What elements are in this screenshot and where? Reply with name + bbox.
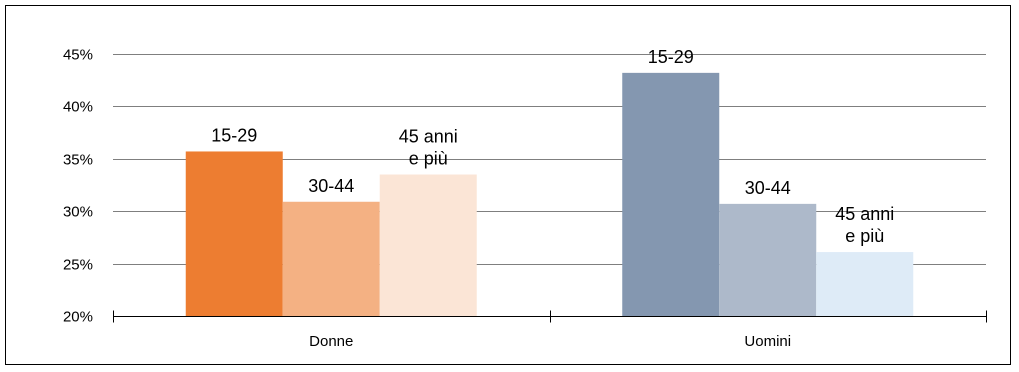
bars <box>185 72 914 316</box>
bar <box>816 252 914 316</box>
data-labels: 15-29 30-44 45 anni e più 15-29 30-44 45 anni e… <box>211 47 894 246</box>
bar-data-label: 15-29 <box>648 47 694 67</box>
bar-data-label: 30-44 <box>745 178 791 198</box>
x-category-label: Donne <box>309 333 353 350</box>
bar-data-label: 45 anni e più <box>399 127 458 169</box>
bar-data-label: 15-29 <box>211 125 257 145</box>
bar-data-label: 30-44 <box>308 176 354 196</box>
y-axis-ticks: 20% 25% 30% 35% 40% 45% <box>63 47 93 326</box>
bar <box>185 151 283 316</box>
x-axis: Donne Uomini <box>113 310 987 350</box>
y-tick-label: 20% <box>63 309 93 326</box>
y-tick-label: 25% <box>63 257 93 274</box>
bar <box>282 201 380 316</box>
bar <box>622 72 720 316</box>
bar-data-label: 45 anni e più <box>835 204 894 246</box>
y-tick-label: 30% <box>63 204 93 221</box>
y-tick-label: 35% <box>63 152 93 169</box>
y-tick-label: 45% <box>63 47 93 64</box>
x-category-label: Uomini <box>744 333 791 350</box>
bar <box>379 174 477 316</box>
y-tick-label: 40% <box>63 99 93 116</box>
bar <box>719 203 817 316</box>
